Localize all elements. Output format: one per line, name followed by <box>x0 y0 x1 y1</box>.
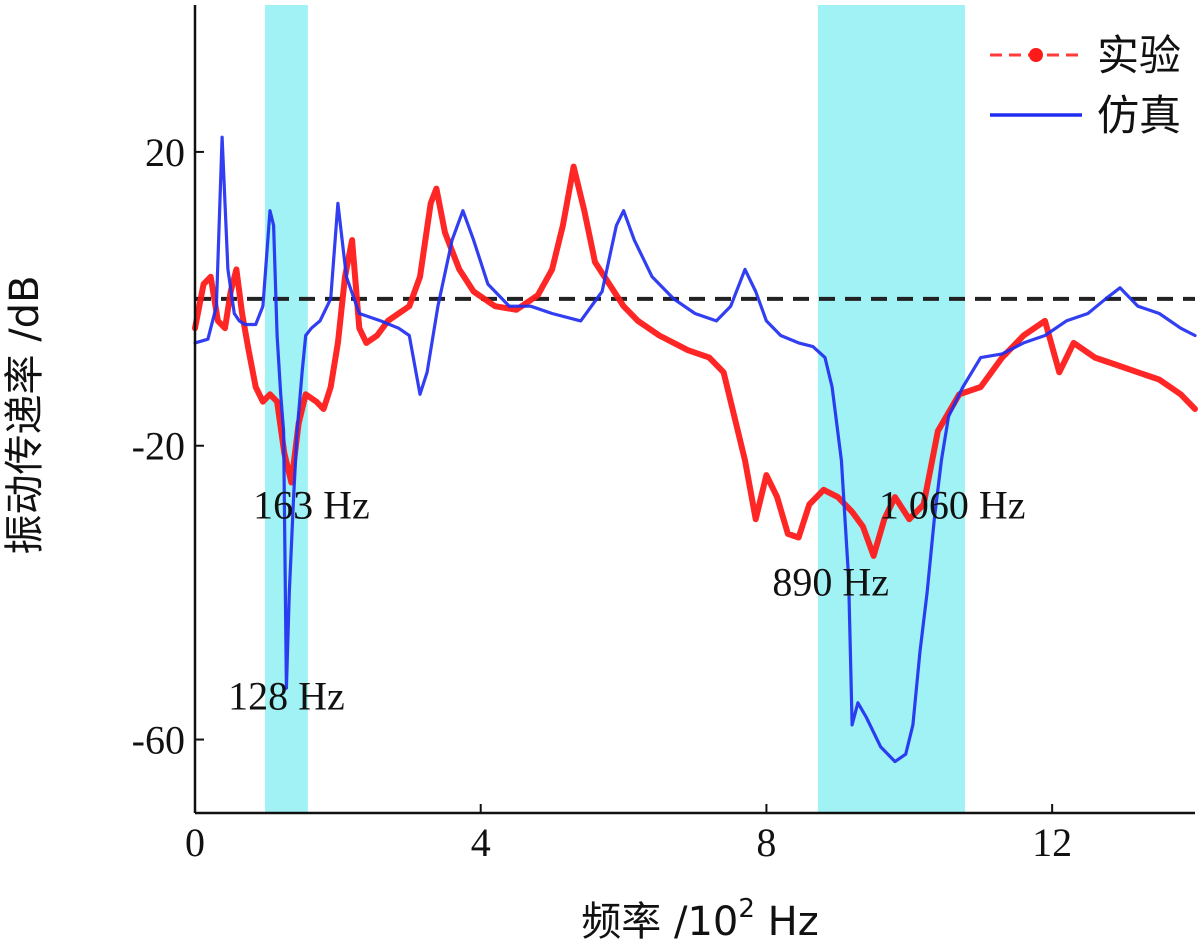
y-axis-title: 振动传递率 /dB <box>2 275 48 554</box>
x-axis-title: 频率 /102 Hz <box>581 894 818 945</box>
x-axis-title-main: 频率 /10 <box>581 899 738 945</box>
x-axis-title-unit: Hz <box>755 899 819 945</box>
x-tick-label: 4 <box>471 820 491 865</box>
y-tick-label: 20 <box>145 130 185 175</box>
y-tick-label: -20 <box>132 424 185 469</box>
legend-marker-exp <box>1029 48 1043 62</box>
legend: 实验 仿真 <box>990 31 1181 140</box>
legend-label-sim: 仿真 <box>1097 91 1181 140</box>
annotation-label: 1 060 Hz <box>879 482 1026 527</box>
annotation-label: 890 Hz <box>772 560 889 605</box>
x-tick-label: 8 <box>756 820 776 865</box>
x-tick-label: 0 <box>185 820 205 865</box>
series-line-simulation <box>193 135 1197 764</box>
legend-label-exp: 实验 <box>1097 31 1181 80</box>
x-axis-title-sup: 2 <box>738 894 755 924</box>
series-line-experiment <box>192 163 1198 559</box>
axes <box>193 5 1195 815</box>
shaded-regions <box>265 5 965 813</box>
series-group <box>192 135 1198 764</box>
x-tick-label: 12 <box>1032 820 1072 865</box>
annotation-label: 128 Hz <box>228 673 345 718</box>
y-tick-label: -60 <box>132 718 185 763</box>
tick-group: 0 4 8 12 20 -20 -60 <box>132 130 1072 865</box>
annotation-label: 163 Hz <box>253 482 370 527</box>
shaded-band-2 <box>817 5 965 813</box>
annotation-group: 128 Hz 163 Hz 890 Hz 1 060 Hz <box>228 482 1025 718</box>
